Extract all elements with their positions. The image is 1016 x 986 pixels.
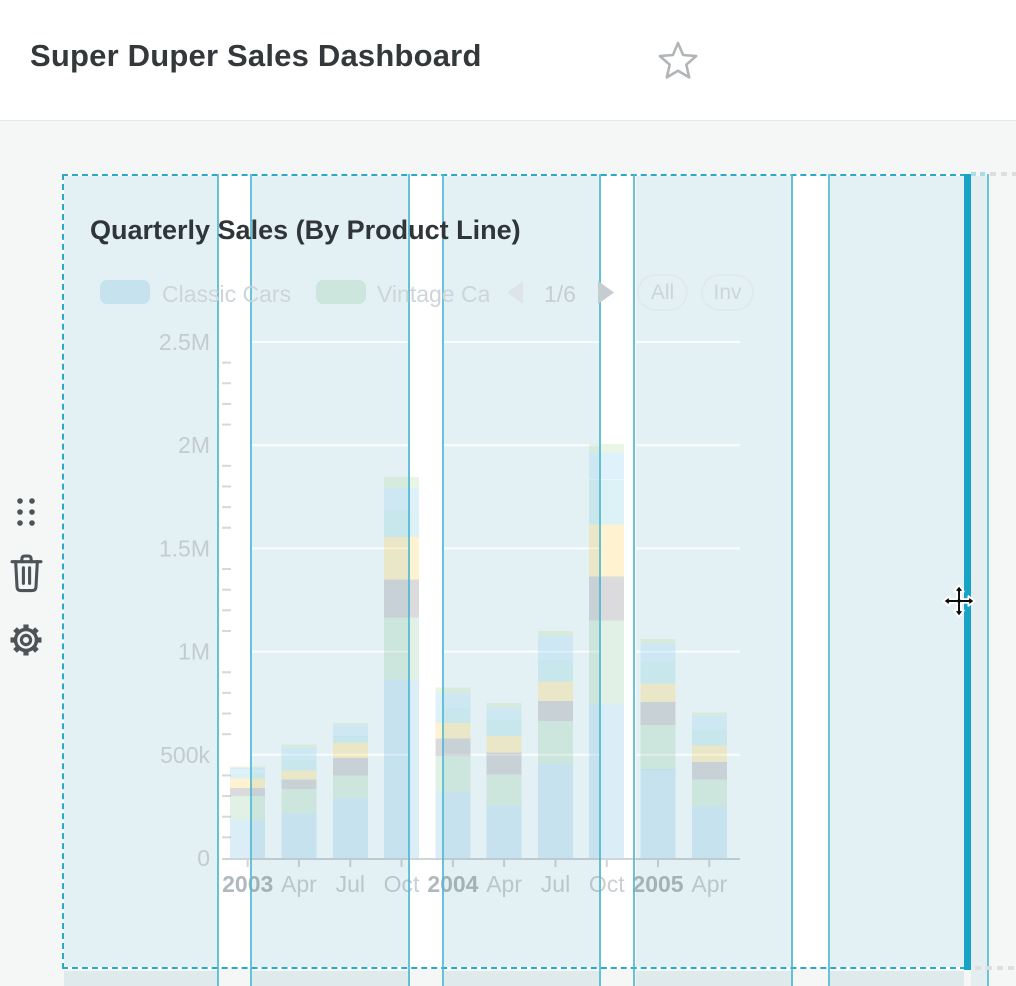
grid-column-tint-1 [252, 176, 410, 967]
grid-guide-line-0 [217, 174, 219, 986]
svg-text:2003: 2003 [222, 871, 273, 897]
svg-text:Apr: Apr [486, 871, 522, 897]
legend-inverse-button[interactable]: Inv [701, 274, 754, 311]
legend-prev-icon[interactable] [503, 279, 527, 306]
star-icon[interactable] [657, 40, 701, 84]
legend-select-all-button[interactable]: All [637, 274, 688, 311]
svg-text:Apr: Apr [691, 871, 727, 897]
svg-text:1.5M: 1.5M [159, 535, 210, 561]
dashed-top-light [971, 172, 988, 176]
grid-column-tint-0 [64, 176, 218, 967]
legend-label-0[interactable]: Classic Cars [162, 281, 292, 307]
grid-column-bottom-2 [444, 971, 601, 986]
gear-icon[interactable] [7, 618, 47, 662]
chart-title: Quarterly Sales (By Product Line) [90, 215, 521, 245]
svg-text:2005: 2005 [632, 871, 683, 897]
svg-text:2M: 2M [178, 432, 210, 458]
svg-text:2.5M: 2.5M [159, 329, 210, 355]
legend-swatch-1[interactable] [316, 280, 366, 304]
legend-swatch-0[interactable] [100, 280, 150, 304]
svg-text:0: 0 [197, 845, 210, 871]
svg-text:Oct: Oct [384, 871, 420, 897]
grid-column-bottom-4 [830, 971, 964, 986]
grid-guide-line-5 [633, 174, 635, 986]
page-header: Super Duper Sales Dashboard [0, 0, 1016, 121]
svg-text:Jul: Jul [336, 871, 365, 897]
x-axis-labels: 2003 Apr Jul Oct 2004 Apr Jul Oct 2005 Apr [222, 871, 727, 897]
svg-text:500k: 500k [160, 742, 210, 768]
drag-handle-icon[interactable] [16, 497, 38, 528]
grid-column-bottom-1 [252, 971, 410, 986]
grid-guide-line-3 [442, 174, 444, 986]
y-axis-minor-ticks [222, 361, 231, 839]
grid-guide-line-right [987, 174, 989, 986]
legend-page-indicator: 1/6 [544, 281, 576, 307]
x-axis [222, 858, 740, 867]
grid-guide-line-7 [828, 174, 830, 986]
svg-text:Apr: Apr [281, 871, 317, 897]
grid-column-bottom-3 [636, 971, 793, 986]
grid-column-tint-2 [444, 176, 601, 967]
grid-column-bottom-0 [64, 971, 218, 986]
legend-label-1[interactable]: Vintage Cars [377, 281, 489, 307]
grid-column-tint-right [971, 176, 987, 986]
y-axis-labels: 0 500k 1M 1.5M 2M 2.5M [159, 329, 211, 871]
move-cursor-icon [942, 584, 976, 618]
grid-guide-line-6 [791, 174, 793, 986]
svg-text:2004: 2004 [427, 871, 478, 897]
svg-text:1M: 1M [178, 639, 210, 665]
page-title: Super Duper Sales Dashboard [30, 38, 482, 73]
grid-guide-line-4 [599, 174, 601, 986]
svg-text:Oct: Oct [589, 871, 625, 897]
grid-guide-line-1 [250, 174, 252, 986]
widget-resize-edge[interactable] [964, 174, 971, 970]
svg-text:Jul: Jul [541, 871, 570, 897]
gridlines [222, 341, 740, 756]
trash-icon[interactable] [10, 552, 43, 594]
grid-guide-line-2 [408, 174, 410, 986]
chart-bars [230, 444, 727, 858]
grid-column-tint-4 [830, 176, 964, 967]
dashed-top-gray [990, 172, 1016, 176]
legend-next-icon[interactable] [594, 279, 618, 306]
dashed-bottom-gray [975, 966, 1016, 970]
